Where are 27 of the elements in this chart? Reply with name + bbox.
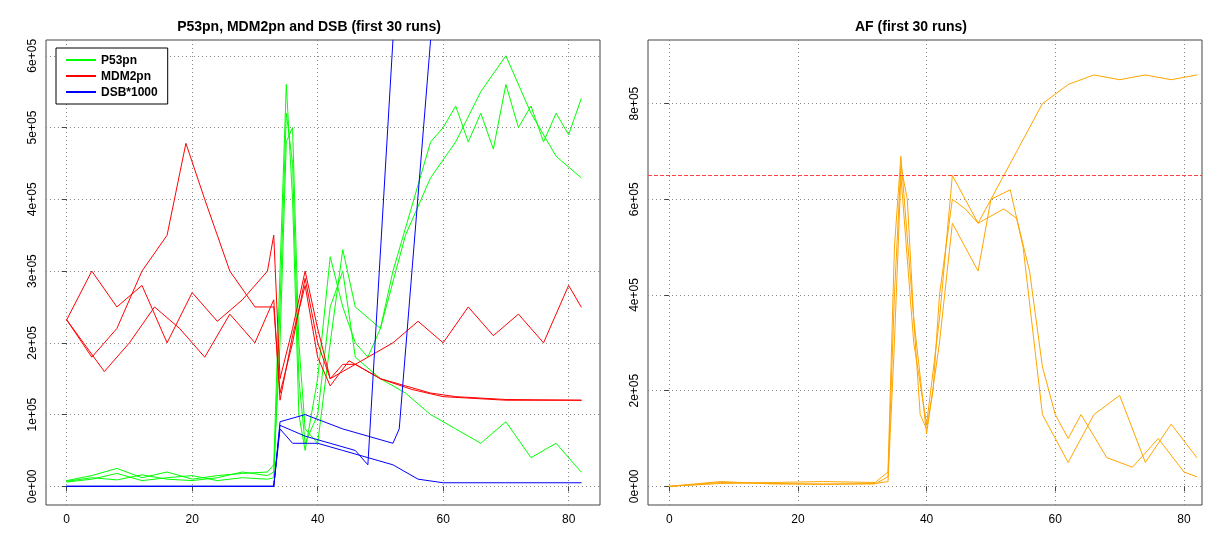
y-tick-label: 5e+05 xyxy=(25,110,39,145)
x-tick-label: 20 xyxy=(185,512,200,526)
y-tick-label: 6e+05 xyxy=(627,182,641,217)
legend-label: DSB*1000 xyxy=(101,85,159,99)
y-tick-label: 0e+00 xyxy=(25,469,39,504)
x-tick-label: 60 xyxy=(436,512,451,526)
legend-label: P53pn xyxy=(101,53,138,67)
y-tick-label: 4e+05 xyxy=(627,277,641,312)
y-tick-label: 1e+05 xyxy=(25,397,39,432)
y-tick-label: 0e+00 xyxy=(627,469,641,504)
y-tick-label: 2e+05 xyxy=(627,373,641,408)
x-tick-label: 80 xyxy=(561,512,576,526)
y-tick-label: 6e+05 xyxy=(25,38,39,73)
y-tick-label: 4e+05 xyxy=(25,182,39,217)
legend-label: MDM2pn xyxy=(101,69,151,83)
y-tick-label: 3e+05 xyxy=(25,253,39,288)
x-tick-label: 0 xyxy=(665,512,673,526)
y-tick-label: 8e+05 xyxy=(627,86,641,121)
x-tick-label: 40 xyxy=(310,512,325,526)
x-tick-label: 40 xyxy=(919,512,934,526)
x-tick-label: 60 xyxy=(1048,512,1063,526)
x-tick-label: 0 xyxy=(63,512,71,526)
x-tick-label: 80 xyxy=(1177,512,1191,526)
x-tick-label: 20 xyxy=(791,512,805,526)
chart-title: P53pn, MDM2pn and DSB (first 30 runs) xyxy=(177,18,441,34)
chart-title: AF (first 30 runs) xyxy=(854,18,968,34)
y-tick-label: 2e+05 xyxy=(25,325,39,360)
